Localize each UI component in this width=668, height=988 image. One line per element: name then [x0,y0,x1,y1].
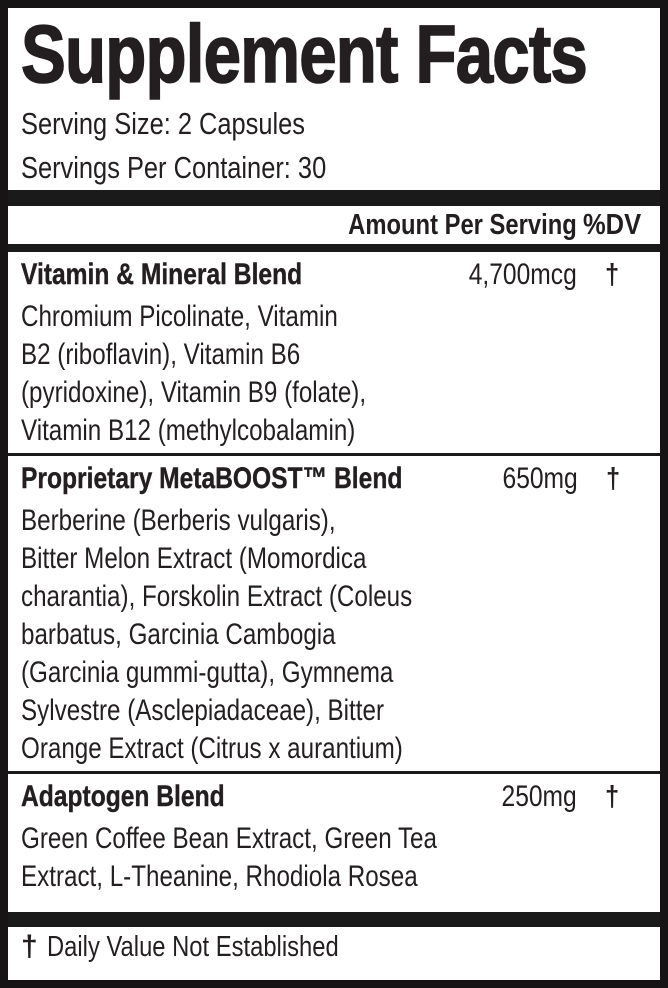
ingredient-line: charantia), Forskolin Extract (Coleus [21,580,413,613]
facts-title: Supplement Facts [8,8,660,102]
dagger-icon: † [21,930,38,963]
blend-ingredients: Berberine (Berberis vulgaris), Bitter Me… [8,502,660,768]
ingredient-line: Vitamin B12 (methylcobalamin) [21,414,356,447]
ingredient-line: barbatus, Garcinia Cambogia [21,618,336,651]
blend-row: Vitamin & Mineral Blend 4,700mcg † [8,252,660,298]
header-divider [8,244,660,252]
ingredient-line: Orange Extract (Citrus x aurantium) [21,732,403,765]
serving-size: Serving Size: 2 Capsules [21,106,306,141]
blend-row: Adaptogen Blend 250mg † [8,774,660,820]
amount-per-serving-header: Amount Per Serving [348,209,577,241]
ingredient-line: Green Coffee Bean Extract, Green Tea [21,822,437,855]
blend-row: Proprietary MetaBOOST™ Blend 650mg † [8,456,660,502]
footnote-divider [8,912,660,927]
blend-name: Adaptogen Blend [21,780,225,813]
blend-amount: 250mg [501,780,577,813]
ingredient-line: (pyridoxine), Vitamin B9 (folate), [21,376,367,409]
section-divider [8,771,660,774]
ingredient-line: Extract, L-Theanine, Rhodiola Rosea [21,860,418,893]
section-divider [8,453,660,456]
blend-ingredients: Chromium Picolinate, Vitamin B2 (ribofla… [8,298,660,450]
blend-name: Proprietary MetaBOOST™ Blend [21,462,403,495]
blend-amount: 4,700mcg [468,258,577,291]
thick-divider [8,190,660,206]
dagger-icon: † [604,780,620,813]
facts-title-text: Supplement Facts [20,8,588,101]
column-header: Amount Per Serving %DV [8,206,660,244]
servings-per-container: Servings Per Container: 30 [21,150,327,185]
dagger-icon: † [604,258,620,291]
ingredient-line: B2 (riboflavin), Vitamin B6 [21,338,301,371]
footnote-text: Daily Value Not Established [46,931,339,963]
dv-header: %DV [582,209,642,241]
ingredient-line: Berberine (Berberis vulgaris), [21,504,336,537]
ingredient-line: (Garcinia gummi-gutta), Gymnema [21,656,394,689]
blend-amount: 650mg [502,462,578,495]
dagger-icon: † [605,462,620,495]
blend-name: Vitamin & Mineral Blend [21,258,303,291]
ingredient-line: Bitter Melon Extract (Momordica [21,542,367,575]
ingredient-line: Chromium Picolinate, Vitamin [21,300,338,333]
ingredient-line: Sylvestre (Asclepiadaceae), Bitter [21,694,385,727]
blend-ingredients: Green Coffee Bean Extract, Green Tea Ext… [8,820,660,896]
footnote: † Daily Value Not Established [8,927,660,967]
